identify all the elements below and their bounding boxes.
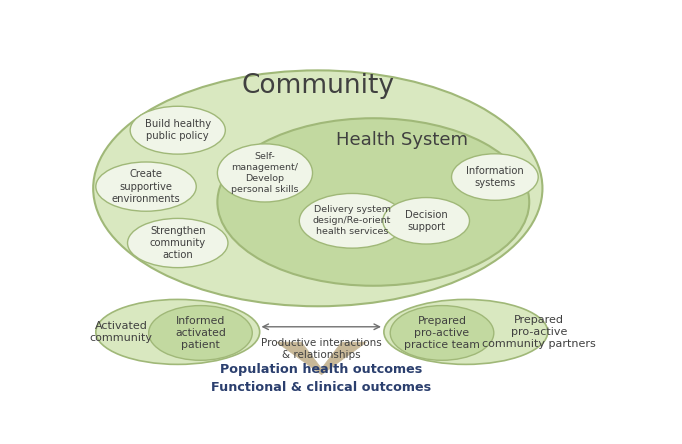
Text: Information
systems: Information systems (466, 166, 524, 188)
Polygon shape (277, 342, 366, 375)
Text: Prepared
pro-active
community partners: Prepared pro-active community partners (482, 315, 595, 349)
Text: Community: Community (241, 73, 394, 99)
Text: Self-
management/
Develop
personal skills: Self- management/ Develop personal skill… (231, 152, 299, 194)
Text: Productive interactions
& relationships: Productive interactions & relationships (261, 338, 382, 360)
Ellipse shape (149, 305, 252, 360)
Ellipse shape (218, 118, 529, 286)
Ellipse shape (451, 154, 538, 200)
Ellipse shape (95, 299, 260, 365)
Text: Prepared
pro-active
practice team: Prepared pro-active practice team (404, 316, 480, 350)
Ellipse shape (384, 299, 548, 365)
Text: Informed
activated
patient: Informed activated patient (175, 316, 226, 350)
Ellipse shape (390, 305, 494, 360)
Ellipse shape (93, 71, 542, 306)
Text: Health System: Health System (336, 131, 469, 150)
Ellipse shape (95, 162, 196, 211)
Ellipse shape (383, 198, 469, 244)
Text: Population health outcomes
Functional & clinical outcomes: Population health outcomes Functional & … (211, 363, 432, 394)
Text: Create
supportive
environments: Create supportive environments (112, 169, 181, 204)
Text: Delivery system
design/Re-orient
health services: Delivery system design/Re-orient health … (313, 205, 391, 236)
Text: Build healthy
public policy: Build healthy public policy (145, 119, 211, 141)
Ellipse shape (128, 218, 228, 268)
Ellipse shape (218, 144, 312, 202)
Text: Activated
community: Activated community (90, 321, 153, 343)
Ellipse shape (299, 194, 405, 248)
Ellipse shape (130, 106, 225, 154)
Text: Strengthen
community
action: Strengthen community action (149, 226, 206, 261)
Text: Decision
support: Decision support (405, 210, 447, 232)
